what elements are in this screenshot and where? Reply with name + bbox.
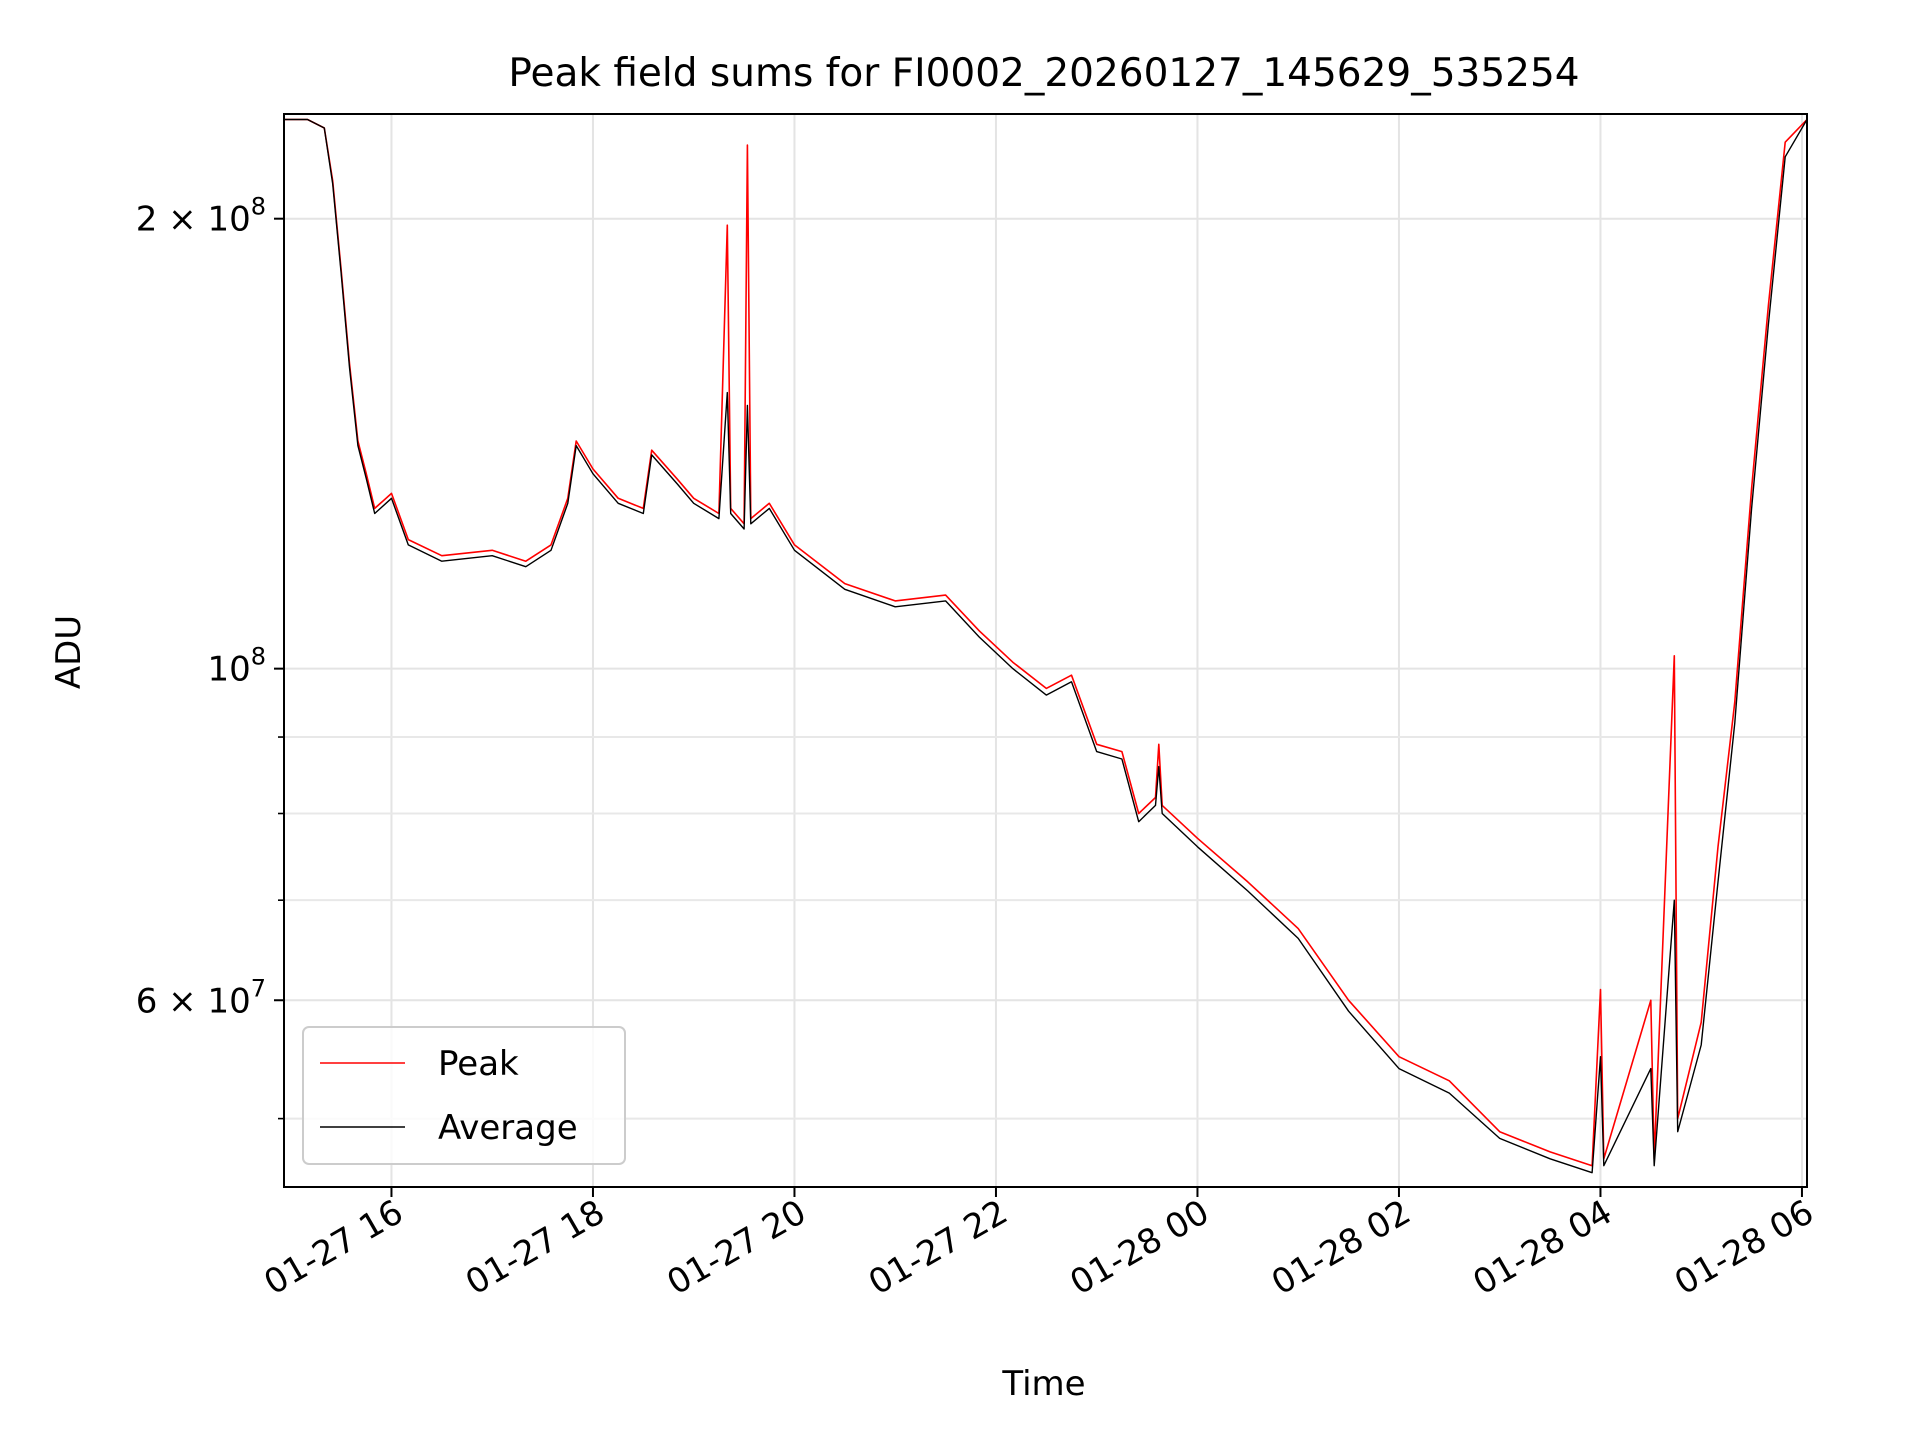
axes-frame xyxy=(283,113,1808,1188)
y-tick-label-base: 10 xyxy=(207,650,250,690)
series-line-average xyxy=(284,118,1808,1174)
legend-label-average: Average xyxy=(438,1108,578,1148)
grid xyxy=(284,114,1807,1187)
y-tick-label-exponent: 8 xyxy=(251,193,266,221)
y-tick-label-base: 2 × 10 xyxy=(136,200,251,240)
chart-title: Peak field sums for FI0002_20260127_1456… xyxy=(508,51,1579,96)
y-axis-label: ADU xyxy=(49,615,89,689)
y-tick-label: 2 × 108 xyxy=(136,193,266,240)
y-tick-label-exponent: 7 xyxy=(251,974,266,1002)
legend: Peak Average xyxy=(302,1026,626,1165)
series-line-peak xyxy=(284,118,1808,1167)
plot-area xyxy=(284,118,1808,1174)
legend-box xyxy=(302,1026,626,1165)
y-tick-label-base: 6 × 10 xyxy=(136,981,251,1021)
y-tick-label: 6 × 107 xyxy=(136,974,266,1021)
legend-label-peak: Peak xyxy=(438,1044,519,1084)
x-axis-label: Time xyxy=(1001,1364,1085,1404)
y-tick-label-exponent: 8 xyxy=(251,643,266,671)
y-tick-label: 108 xyxy=(207,643,266,690)
